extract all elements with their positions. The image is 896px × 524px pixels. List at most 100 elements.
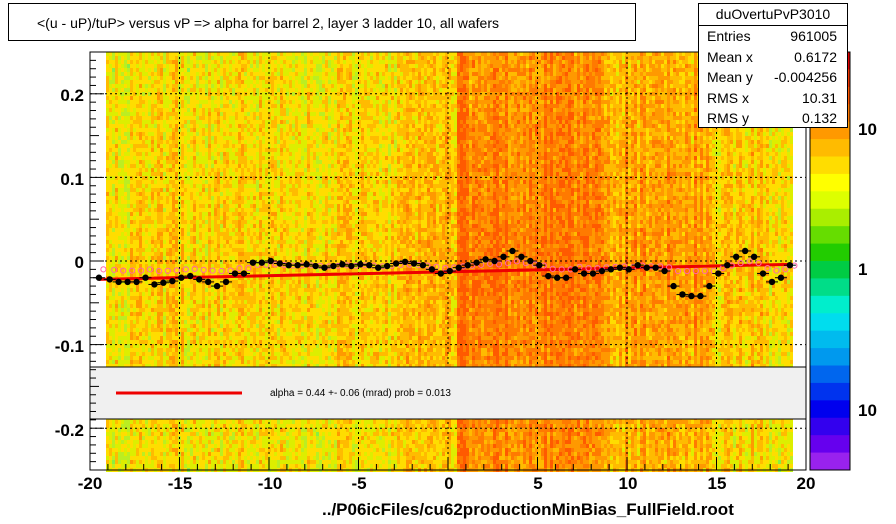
heatmap-cell (238, 424, 241, 428)
heatmap-cell (232, 324, 235, 328)
heatmap-cell (130, 256, 133, 260)
heatmap-cell (247, 256, 250, 260)
heatmap-cell (220, 316, 223, 320)
heatmap-cell (184, 148, 187, 152)
heatmap-cell (169, 452, 172, 456)
heatmap-cell (154, 244, 157, 248)
heatmap-cell (229, 104, 232, 108)
heatmap-cell (145, 64, 148, 68)
heatmap-cell (136, 60, 139, 64)
heatmap-cell (187, 228, 190, 232)
heatmap-cell (142, 192, 145, 196)
heatmap-cell (184, 284, 187, 288)
heatmap-cell (193, 340, 196, 344)
heatmap-cell (145, 224, 148, 228)
heatmap-cell (160, 72, 163, 76)
heatmap-cell (232, 196, 235, 200)
heatmap-cell (217, 464, 220, 468)
heatmap-cell (220, 232, 223, 236)
heatmap-cell (205, 240, 208, 244)
heatmap-cell (184, 172, 187, 176)
heatmap-cell (244, 324, 247, 328)
heatmap-cell (127, 256, 130, 260)
heatmap-cell (115, 192, 118, 196)
heatmap-cell (232, 168, 235, 172)
heatmap-cell (124, 360, 127, 364)
heatmap-cell (181, 436, 184, 440)
heatmap-cell (235, 216, 238, 220)
heatmap-cell (109, 328, 112, 332)
heatmap-cell (205, 76, 208, 80)
heatmap-cell (214, 96, 217, 100)
heatmap-cell (160, 224, 163, 228)
heatmap-cell (145, 452, 148, 456)
heatmap-cell (124, 120, 127, 124)
heatmap-cell (130, 316, 133, 320)
heatmap-cell (127, 300, 130, 304)
heatmap-cell (199, 120, 202, 124)
heatmap-cell (211, 360, 214, 364)
heatmap-cell (151, 136, 154, 140)
heatmap-cell (160, 244, 163, 248)
heatmap-cell (160, 132, 163, 136)
heatmap-cell (124, 136, 127, 140)
heatmap-cell (214, 316, 217, 320)
heatmap-cell (202, 348, 205, 352)
heatmap-cell (193, 328, 196, 332)
heatmap-cell (223, 148, 226, 152)
heatmap-cell (163, 340, 166, 344)
heatmap-cell (223, 200, 226, 204)
heatmap-cell (139, 436, 142, 440)
heatmap-cell (181, 228, 184, 232)
heatmap-cell (112, 292, 115, 296)
heatmap-cell (157, 464, 160, 468)
heatmap-cell (226, 212, 229, 216)
heatmap-cell (187, 248, 190, 252)
heatmap-cell (208, 64, 211, 68)
heatmap-cell (133, 216, 136, 220)
heatmap-cell (232, 308, 235, 312)
heatmap-cell (241, 112, 244, 116)
heatmap-cell (196, 316, 199, 320)
heatmap-cell (124, 440, 127, 444)
heatmap-cell (172, 124, 175, 128)
heatmap-cell (187, 308, 190, 312)
heatmap-cell (160, 168, 163, 172)
heatmap-cell (217, 100, 220, 104)
heatmap-cell (160, 316, 163, 320)
heatmap-cell (211, 112, 214, 116)
heatmap-cell (181, 444, 184, 448)
heatmap-cell (106, 196, 109, 200)
heatmap-cell (112, 452, 115, 456)
heatmap-cell (232, 52, 235, 56)
heatmap-cell (172, 164, 175, 168)
heatmap-cell (217, 260, 220, 264)
heatmap-cell (184, 176, 187, 180)
heatmap-cell (238, 312, 241, 316)
heatmap-cell (115, 116, 118, 120)
heatmap-cell (229, 80, 232, 84)
heatmap-cell (118, 336, 121, 340)
heatmap-cell (121, 448, 124, 452)
heatmap-cell (247, 280, 250, 284)
heatmap-cell (118, 184, 121, 188)
heatmap-cell (232, 352, 235, 356)
heatmap-cell (247, 80, 250, 84)
heatmap-cell (121, 256, 124, 260)
heatmap-cell (160, 160, 163, 164)
heatmap-cell (211, 460, 214, 464)
heatmap-cell (187, 312, 190, 316)
heatmap-cell (235, 292, 238, 296)
heatmap-cell (211, 128, 214, 132)
heatmap-cell (172, 208, 175, 212)
heatmap-cell (142, 148, 145, 152)
heatmap-cell (202, 208, 205, 212)
heatmap-cell (238, 212, 241, 216)
heatmap-cell (118, 328, 121, 332)
heatmap-cell (187, 172, 190, 176)
heatmap-cell (241, 100, 244, 104)
heatmap-cell (172, 228, 175, 232)
heatmap-cell (175, 464, 178, 468)
heatmap-cell (154, 184, 157, 188)
heatmap-cell (106, 124, 109, 128)
